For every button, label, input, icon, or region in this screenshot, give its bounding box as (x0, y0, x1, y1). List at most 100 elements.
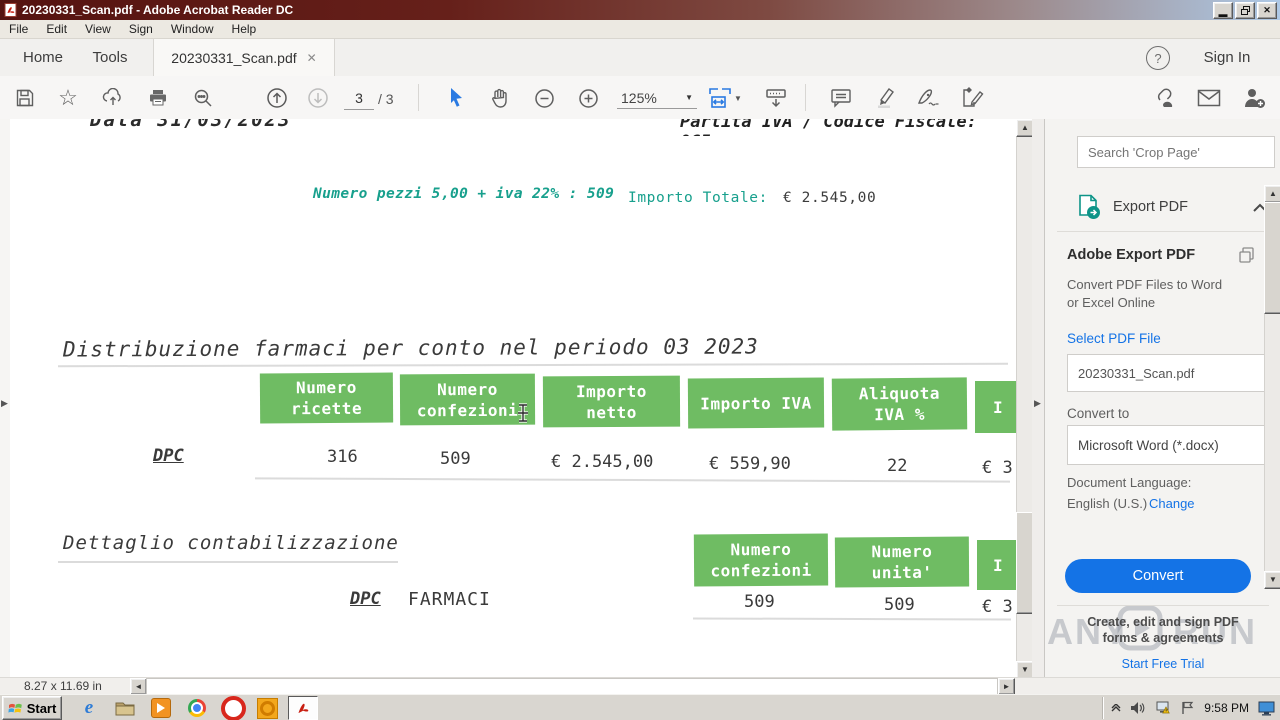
export-desc-line2: or Excel Online (1067, 295, 1156, 310)
panel-scroll-down-button[interactable]: ▼ (1264, 571, 1280, 589)
tab-home[interactable]: Home (22, 49, 63, 66)
start-free-trial-link[interactable]: Start Free Trial (1121, 657, 1205, 671)
language-flag-icon[interactable] (1181, 701, 1195, 715)
outlook-icon[interactable] (254, 697, 280, 719)
select-tool-button[interactable] (442, 84, 470, 112)
menu-window[interactable]: Window (170, 22, 214, 36)
panel-scrollbar-thumb[interactable] (1264, 202, 1280, 314)
page-up-icon (267, 88, 287, 108)
menu-sign[interactable]: Sign (128, 22, 153, 36)
share-link-button[interactable] (1149, 84, 1177, 112)
doc-header-clipped: Data 31/03/2023 Partita IVA / Codice Fis… (10, 119, 1016, 136)
table1-header-cell: Aliquota IVA % (831, 377, 968, 431)
adobe-reader-icon (298, 703, 308, 713)
export-heading: Adobe Export PDF (1067, 247, 1196, 263)
windows-logo-icon (8, 703, 22, 713)
tab-document[interactable]: 20230331_Scan.pdf ✕ (153, 39, 335, 76)
zoom-out-button[interactable] (530, 84, 558, 112)
restore-icon (1240, 6, 1250, 15)
print-button[interactable] (144, 84, 172, 112)
menu-view[interactable]: View (85, 22, 111, 36)
doc-section1-title: Distribuzione farmaci per conto nel peri… (62, 334, 759, 362)
menu-file[interactable]: File (9, 22, 29, 36)
email-button[interactable] (1195, 84, 1223, 112)
save-button[interactable] (11, 84, 39, 112)
volume-icon[interactable] (1130, 701, 1146, 715)
doc-summary-label: Importo Totale: (628, 190, 768, 206)
page-size-status: 8.27 x 11.69 in (24, 679, 102, 693)
table1-cell: 22 (887, 456, 908, 476)
hand-tool-button[interactable] (486, 84, 514, 112)
highlight-icon (878, 88, 894, 108)
tab-close-icon[interactable]: ✕ (306, 50, 317, 65)
menu-bar: File Edit View Sign Window Help (0, 20, 1280, 39)
table1-row-label: DPC (153, 446, 184, 466)
reading-mode-button[interactable] (762, 84, 790, 112)
chrome-icon[interactable] (184, 697, 210, 719)
sign-in-button[interactable]: Sign In (1203, 49, 1251, 66)
close-button[interactable]: ✕ (1257, 2, 1277, 19)
table2-row-name: FARMACI (408, 589, 491, 610)
toolbar-separator (805, 84, 806, 111)
search-button[interactable] (189, 84, 217, 112)
add-user-icon (1245, 89, 1265, 108)
panel-scroll-up-button[interactable]: ▲ (1264, 185, 1280, 203)
minimize-button[interactable]: ▬ (1213, 2, 1233, 19)
tab-document-label: 20230331_Scan.pdf (171, 49, 297, 66)
change-language-link[interactable]: Change (1149, 496, 1195, 511)
display-icon[interactable] (1258, 701, 1276, 716)
network-warning-icon[interactable] (1155, 701, 1172, 715)
table1-cell: 316 (327, 447, 358, 467)
promo-line1: Create, edit and sign PDF (1087, 615, 1239, 629)
search-input[interactable] (1077, 136, 1275, 168)
selected-file-name: 20230331_Scan.pdf (1078, 365, 1195, 381)
more-tools-button[interactable] (958, 84, 986, 112)
panel-collapse-icon[interactable]: ▶ (1034, 398, 1041, 408)
hscroll-right-button[interactable]: ► (998, 678, 1015, 695)
table1-cell: € 559,90 (709, 454, 791, 474)
doc-section2-title: Dettaglio contabilizzazione (63, 532, 399, 554)
fill-sign-button[interactable] (915, 84, 943, 112)
hscroll-left-button[interactable]: ◄ (130, 678, 147, 695)
zoom-level-select[interactable]: 125% ▼ (617, 87, 697, 109)
adobe-reader-taskbar-button[interactable] (288, 696, 318, 720)
restore-button[interactable] (1235, 2, 1255, 19)
page-number-input[interactable] (344, 87, 374, 110)
add-user-button[interactable] (1240, 84, 1268, 112)
hidden-icons-icon[interactable] (1111, 704, 1121, 712)
print-icon (150, 90, 166, 106)
menu-edit[interactable]: Edit (46, 22, 68, 36)
highlight-button[interactable] (871, 84, 899, 112)
help-icon[interactable]: ? (1146, 46, 1170, 70)
format-select[interactable]: Microsoft Word (*.docx) (1067, 425, 1280, 465)
nav-pane-expand-icon[interactable]: ▶ (1, 398, 8, 408)
email-icon (1197, 89, 1221, 107)
media-player-icon[interactable] (148, 697, 174, 719)
folder-icon[interactable] (112, 697, 138, 719)
ie-icon[interactable]: e (84, 697, 94, 718)
start-button[interactable]: Start (2, 696, 62, 720)
comment-button[interactable] (827, 84, 855, 112)
tab-bar: Home Tools 20230331_Scan.pdf ✕ ? Sign In (0, 39, 1280, 76)
next-page-button[interactable] (304, 84, 332, 112)
star-button[interactable]: ☆ (54, 84, 82, 112)
zoom-in-button[interactable] (574, 84, 602, 112)
select-pdf-link[interactable]: Select PDF File (1067, 331, 1161, 346)
export-pdf-row[interactable]: Export PDF (1077, 190, 1267, 224)
divider (1057, 605, 1269, 606)
toolbar-separator (418, 84, 419, 111)
copy-doc-icon (1239, 247, 1254, 263)
hscroll-thumb[interactable] (146, 678, 998, 695)
fit-width-button[interactable]: ▼ (708, 84, 742, 112)
menu-help[interactable]: Help (231, 22, 257, 36)
opera-icon[interactable] (220, 695, 246, 720)
share-upload-button[interactable] (99, 84, 127, 112)
save-icon (16, 89, 34, 107)
table1-header-cell: Numero confezioni (399, 373, 536, 426)
tab-tools[interactable]: Tools (92, 49, 128, 66)
page-down-icon (308, 88, 328, 108)
language-label: Document Language: (1067, 475, 1192, 490)
previous-page-button[interactable] (263, 84, 291, 112)
convert-button[interactable]: Convert (1065, 559, 1251, 593)
